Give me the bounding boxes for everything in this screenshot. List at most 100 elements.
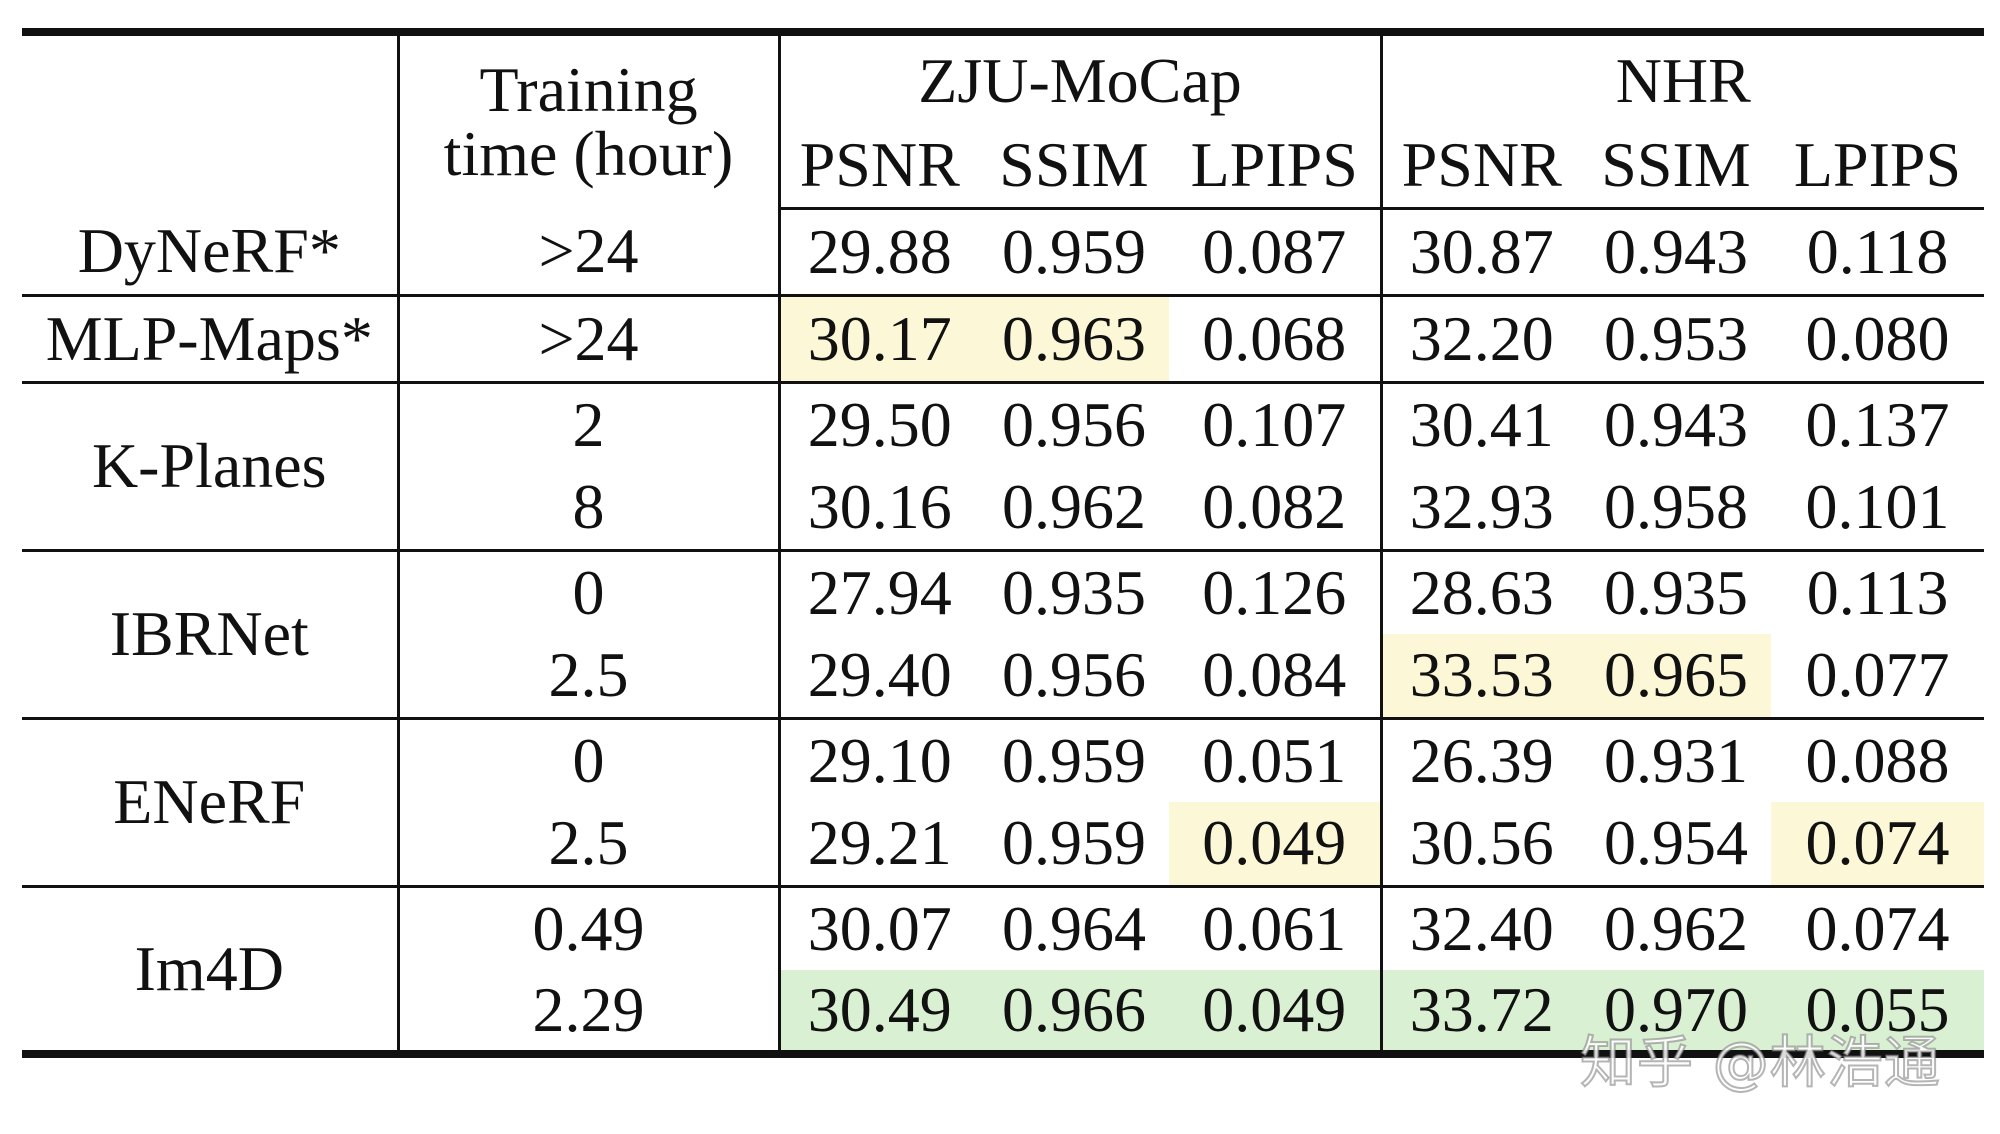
zju-psnr: 30.17 xyxy=(779,295,979,384)
table-row: 2.5 29.21 0.959 0.049 30.56 0.954 0.074 xyxy=(22,802,1985,888)
table-row: 8 30.16 0.962 0.082 32.93 0.958 0.101 xyxy=(22,466,1985,552)
header-row-metrics: PSNR SSIM LPIPS PSNR SSIM LPIPS xyxy=(22,120,1985,210)
nhr-psnr: 30.87 xyxy=(1381,208,1581,297)
training-time: 8 xyxy=(398,466,781,552)
zju-ssim: 0.959 xyxy=(979,802,1169,888)
nhr-psnr: 32.93 xyxy=(1381,466,1581,552)
zju-ssim: 0.956 xyxy=(1002,388,1146,460)
training-time: 0 xyxy=(398,718,781,802)
table-row: Im4D 0.49 30.07 0.964 0.061 32.40 0.962 … xyxy=(22,886,1984,1058)
nhr-lpips: 0.077 xyxy=(1771,634,1985,720)
table-row: MLP-Maps* >24 30.17 0.963 0.068 32.20 0.… xyxy=(22,295,1985,384)
training-time: 2.5 xyxy=(398,634,781,720)
nhr-lpips: 0.101 xyxy=(1771,466,1985,552)
training-time: 0 xyxy=(398,550,781,634)
table-row: 2.29 30.49 0.966 0.049 33.72 0.970 0.055 xyxy=(22,970,1985,1058)
zju-ssim: 0.959 xyxy=(1002,724,1146,796)
training-time: 2.29 xyxy=(398,970,781,1058)
nhr-psnr: 28.63 xyxy=(1409,556,1554,628)
zju-lpips: 0.107 xyxy=(1169,382,1383,466)
nhr-ssim: 0.965 xyxy=(1581,634,1771,720)
nhr-psnr: 26.39 xyxy=(1409,724,1554,796)
zju-lpips: 0.061 xyxy=(1169,886,1383,970)
nhr-lpips: 0.137 xyxy=(1805,388,1950,460)
zju-ssim: 0.962 xyxy=(979,466,1169,552)
zju-lpips: 0.068 xyxy=(1169,295,1383,384)
group-header-zju-mocap: ZJU-MoCap xyxy=(779,28,1383,120)
method-name: K-Planes xyxy=(22,382,400,552)
method-name: ENeRF xyxy=(22,718,400,888)
zju-psnr: 29.88 xyxy=(779,208,979,297)
nhr-ssim: 0.943 xyxy=(1581,208,1771,297)
metric-header-nhr-psnr: PSNR xyxy=(1381,120,1581,210)
zju-lpips: 0.126 xyxy=(1169,550,1383,634)
zju-psnr: 27.94 xyxy=(807,556,952,628)
method-header-cell xyxy=(22,28,400,208)
zju-ssim: 0.959 xyxy=(979,208,1169,297)
nhr-psnr: 32.20 xyxy=(1381,295,1581,384)
training-time: >24 xyxy=(398,295,781,384)
nhr-ssim: 0.943 xyxy=(1604,388,1748,460)
nhr-lpips: 0.118 xyxy=(1771,208,1985,297)
metric-header-zju-ssim: SSIM xyxy=(979,120,1169,210)
table-row: ENeRF 0 29.10 0.959 0.051 26.39 0.931 0.… xyxy=(22,718,1984,888)
zju-psnr: 29.50 xyxy=(807,388,952,460)
table-row: IBRNet 0 27.94 0.935 0.126 28.63 0.935 0… xyxy=(22,550,1984,720)
zju-psnr: 29.10 xyxy=(807,724,952,796)
zju-lpips: 0.087 xyxy=(1169,208,1383,297)
nhr-lpips: 0.113 xyxy=(1806,556,1949,628)
nhr-lpips: 0.074 xyxy=(1805,892,1950,964)
results-table: Training time (hour) ZJU-MoCap NHR PSNR … xyxy=(22,28,1985,1058)
zju-ssim: 0.963 xyxy=(979,295,1169,384)
zju-ssim: 0.956 xyxy=(979,634,1169,720)
training-time: 0.49 xyxy=(398,886,781,970)
table-row: 2.5 29.40 0.956 0.084 33.53 0.965 0.077 xyxy=(22,634,1985,720)
nhr-ssim: 0.970 xyxy=(1581,970,1771,1058)
method-name: Im4D xyxy=(22,886,400,1058)
metric-header-zju-lpips: LPIPS xyxy=(1169,120,1383,210)
nhr-lpips: 0.055 xyxy=(1771,970,1985,1058)
zju-lpips: 0.084 xyxy=(1169,634,1383,720)
zju-psnr: 30.07 xyxy=(807,892,952,964)
nhr-lpips: 0.074 xyxy=(1771,802,1985,888)
training-time: 2 xyxy=(398,382,781,466)
nhr-ssim: 0.962 xyxy=(1604,892,1748,964)
method-name: MLP-Maps* xyxy=(22,295,400,384)
training-time: >24 xyxy=(398,208,781,297)
metric-header-nhr-ssim: SSIM xyxy=(1581,120,1771,210)
training-header-line1: Training xyxy=(479,54,698,125)
zju-ssim: 0.966 xyxy=(979,970,1169,1058)
zju-ssim: 0.935 xyxy=(1002,556,1146,628)
zju-lpips: 0.049 xyxy=(1169,970,1383,1058)
nhr-ssim: 0.935 xyxy=(1604,556,1748,628)
metric-header-zju-psnr: PSNR xyxy=(779,120,979,210)
method-name: IBRNet xyxy=(22,550,400,720)
zju-psnr: 29.21 xyxy=(779,802,979,888)
method-name: DyNeRF* xyxy=(22,208,400,297)
nhr-lpips: 0.080 xyxy=(1771,295,1985,384)
nhr-psnr: 30.41 xyxy=(1409,388,1554,460)
watermark: 知乎 @林浩通 xyxy=(1579,1030,1941,1097)
zju-psnr: 30.49 xyxy=(779,970,979,1058)
group-header-nhr: NHR xyxy=(1381,28,1985,120)
nhr-psnr: 33.72 xyxy=(1381,970,1581,1058)
table-row: K-Planes 2 29.50 0.956 0.107 30.41 0.943… xyxy=(22,382,1984,552)
metric-header-nhr-lpips: LPIPS xyxy=(1771,120,1985,210)
zju-ssim: 0.964 xyxy=(1002,892,1146,964)
nhr-psnr: 32.40 xyxy=(1409,892,1554,964)
table-row: DyNeRF* >24 29.88 0.959 0.087 30.87 0.94… xyxy=(22,208,1985,297)
zju-psnr: 29.40 xyxy=(779,634,979,720)
zju-lpips: 0.051 xyxy=(1169,718,1383,802)
nhr-psnr: 33.53 xyxy=(1381,634,1581,720)
training-time-header: Training time (hour) xyxy=(398,28,781,208)
nhr-ssim: 0.958 xyxy=(1581,466,1771,552)
nhr-ssim: 0.954 xyxy=(1581,802,1771,888)
training-header-line2: time (hour) xyxy=(443,118,734,189)
zju-lpips: 0.049 xyxy=(1169,802,1383,888)
nhr-ssim: 0.931 xyxy=(1604,724,1748,796)
nhr-ssim: 0.953 xyxy=(1581,295,1771,384)
zju-psnr: 30.16 xyxy=(779,466,979,552)
nhr-psnr: 30.56 xyxy=(1381,802,1581,888)
zju-lpips: 0.082 xyxy=(1169,466,1383,552)
nhr-lpips: 0.088 xyxy=(1805,724,1950,796)
